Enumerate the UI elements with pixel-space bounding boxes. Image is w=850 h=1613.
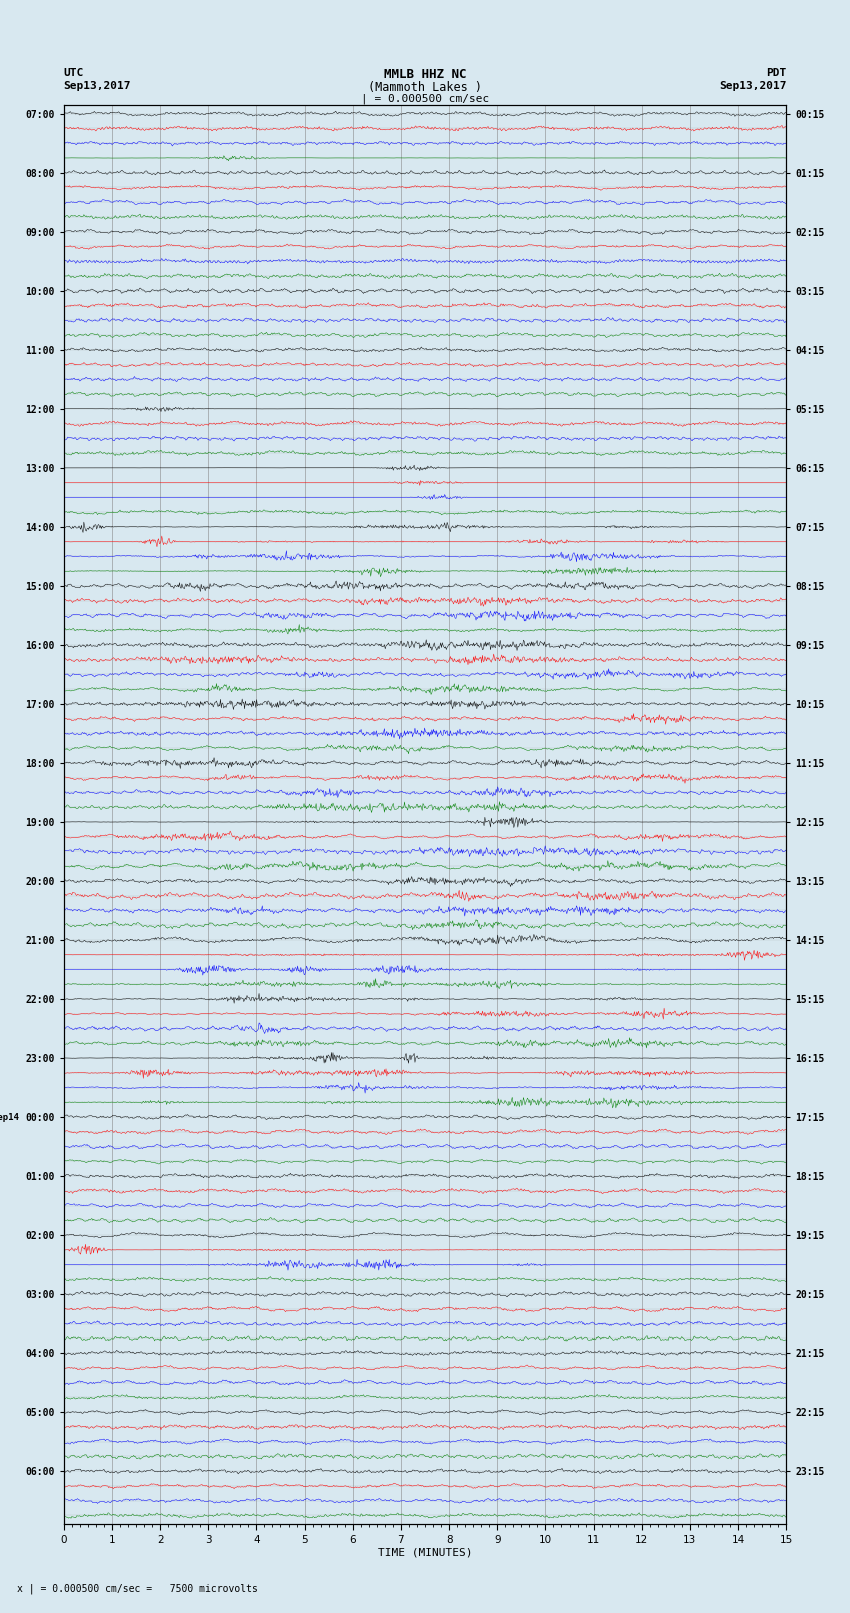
Text: UTC: UTC <box>64 68 84 77</box>
Text: Sep13,2017: Sep13,2017 <box>719 81 786 90</box>
Text: Sep14: Sep14 <box>0 1113 19 1121</box>
X-axis label: TIME (MINUTES): TIME (MINUTES) <box>377 1547 473 1558</box>
Text: MMLB HHZ NC: MMLB HHZ NC <box>383 68 467 81</box>
Text: PDT: PDT <box>766 68 786 77</box>
Text: | = 0.000500 cm/sec: | = 0.000500 cm/sec <box>361 94 489 105</box>
Text: Sep13,2017: Sep13,2017 <box>64 81 131 90</box>
Text: (Mammoth Lakes ): (Mammoth Lakes ) <box>368 81 482 94</box>
Text: x | = 0.000500 cm/sec =   7500 microvolts: x | = 0.000500 cm/sec = 7500 microvolts <box>17 1582 258 1594</box>
